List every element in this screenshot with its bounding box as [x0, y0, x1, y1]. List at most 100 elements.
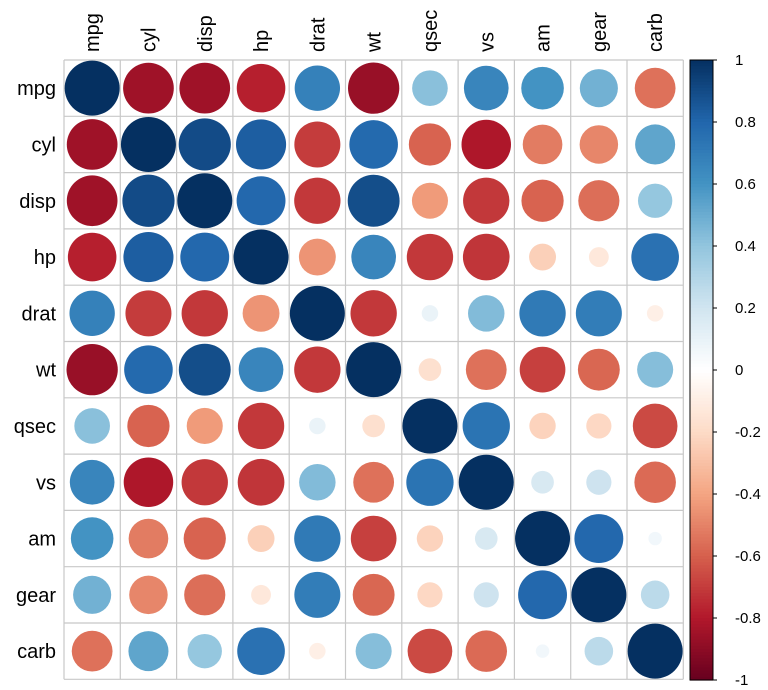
corr-circle-cyl-am — [522, 124, 563, 165]
colorbar-segment — [690, 590, 713, 594]
colorbar-tick-label: 1 — [735, 52, 743, 69]
corr-circle-hp-wt — [351, 234, 396, 280]
column-label-am: am — [533, 24, 555, 52]
colorbar-segment — [690, 472, 713, 476]
corr-circle-cyl-carb — [635, 124, 676, 165]
colorbar-segment — [690, 252, 713, 256]
colorbar-segment — [690, 339, 713, 343]
colorbar-segment — [690, 463, 713, 467]
corr-circle-disp-am — [521, 179, 564, 222]
colorbar-segment — [690, 438, 713, 442]
colorbar-segment — [690, 239, 713, 244]
colorbar-segment — [690, 323, 713, 328]
corr-circle-hp-qsec — [406, 233, 454, 281]
colorbar-segment — [690, 534, 713, 538]
colorbar-segment — [690, 295, 713, 300]
corr-circle-hp-gear — [588, 247, 609, 267]
colorbar-segment — [690, 125, 713, 129]
colorbar-segment — [690, 397, 713, 402]
row-label-gear: gear — [16, 585, 56, 607]
colorbar-segment — [690, 72, 713, 77]
colorbar-tick-label: -0.6 — [735, 548, 761, 565]
corr-circle-vs-mpg — [69, 459, 115, 505]
colorbar-segment — [690, 298, 713, 303]
row-label-cyl: cyl — [32, 134, 56, 156]
colorbar-segment — [690, 249, 713, 253]
colorbar-segment — [690, 652, 713, 656]
corr-circle-drat-qsec — [421, 305, 439, 322]
colorbar-segment — [690, 580, 713, 585]
colorbar-segment — [690, 143, 713, 148]
corr-circle-mpg-drat — [294, 65, 341, 111]
corr-circle-mpg-carb — [634, 67, 676, 109]
corr-circle-am-carb — [648, 531, 662, 546]
corr-circle-disp-hp — [236, 176, 286, 226]
row-label-mpg: mpg — [17, 78, 56, 100]
colorbar-tick-label: -0.4 — [735, 486, 761, 503]
colorbar-segment — [690, 556, 713, 560]
corr-circle-am-wt — [350, 515, 397, 562]
corr-circle-wt-disp — [178, 343, 231, 396]
corr-circle-vs-am — [531, 470, 554, 494]
corr-circle-drat-drat — [289, 285, 345, 341]
corr-circle-qsec-disp — [186, 407, 223, 444]
corr-circle-am-drat — [294, 515, 341, 562]
corr-circle-gear-vs — [473, 582, 499, 608]
corr-circle-qsec-cyl — [127, 404, 170, 448]
colorbar-segment — [690, 521, 713, 526]
corr-circle-drat-disp — [181, 290, 228, 337]
colorbar-segment — [690, 84, 713, 89]
colorbar-segment — [690, 215, 713, 219]
colorbar-segment — [690, 91, 713, 95]
colorbar-segment — [690, 503, 713, 507]
colorbar-segment — [690, 422, 713, 427]
colorbar-segment — [690, 459, 713, 464]
colorbar-segment — [690, 174, 713, 179]
corr-circle-wt-hp — [238, 347, 284, 392]
corr-circle-disp-drat — [294, 177, 341, 224]
colorbar-segment — [690, 277, 713, 281]
colorbar-segment — [690, 162, 713, 166]
corr-circle-mpg-disp — [179, 62, 231, 114]
corr-circle-carb-wt — [355, 633, 392, 670]
corr-circle-mpg-cyl — [123, 62, 174, 114]
colorbar-segment — [690, 218, 713, 222]
corr-circle-qsec-hp — [237, 402, 285, 450]
corr-circle-hp-carb — [631, 233, 679, 281]
colorbar-segment — [690, 667, 713, 672]
colorbar-segment — [690, 673, 713, 678]
colorbar-segment — [690, 627, 713, 631]
colorbar: 1 0.8 0.6 0.4 0.2 0 -0.2 -0.4 -0.6 -0.8 -1 — [689, 52, 761, 689]
corr-circle-hp-hp — [233, 229, 289, 285]
colorbar-segment — [690, 366, 713, 371]
colorbar-tick-label: 0.4 — [735, 238, 756, 255]
colorbar-segment — [690, 645, 713, 650]
colorbar-segment — [690, 655, 713, 659]
colorbar-segment — [690, 456, 713, 461]
colorbar-segment — [690, 317, 713, 321]
corr-circle-vs-drat — [299, 464, 336, 501]
colorbar-segment — [690, 512, 713, 517]
colorbar-segment — [690, 78, 713, 83]
corr-circle-qsec-carb — [632, 403, 678, 449]
corr-circle-wt-am — [519, 346, 566, 393]
colorbar-segment — [690, 112, 713, 117]
corr-circle-am-qsec — [416, 525, 444, 552]
corr-circle-vs-vs — [458, 454, 514, 510]
colorbar-segment — [690, 385, 713, 390]
colorbar-tick-label: -0.8 — [735, 610, 761, 627]
column-label-drat: drat — [307, 17, 329, 52]
colorbar-segment — [690, 332, 713, 337]
colorbar-segment — [690, 537, 713, 542]
corr-circle-drat-hp — [242, 294, 280, 332]
colorbar-segment — [690, 379, 713, 383]
corr-circle-hp-vs — [462, 233, 510, 281]
row-label-am: am — [28, 529, 56, 551]
colorbar-segment — [690, 159, 713, 163]
corr-circle-hp-am — [529, 243, 557, 271]
colorbar-segment — [690, 568, 713, 573]
corr-circle-mpg-vs — [463, 65, 509, 111]
colorbar-segment — [690, 528, 713, 532]
colorbar-segment — [690, 370, 713, 374]
corr-circle-mpg-wt — [347, 62, 400, 114]
